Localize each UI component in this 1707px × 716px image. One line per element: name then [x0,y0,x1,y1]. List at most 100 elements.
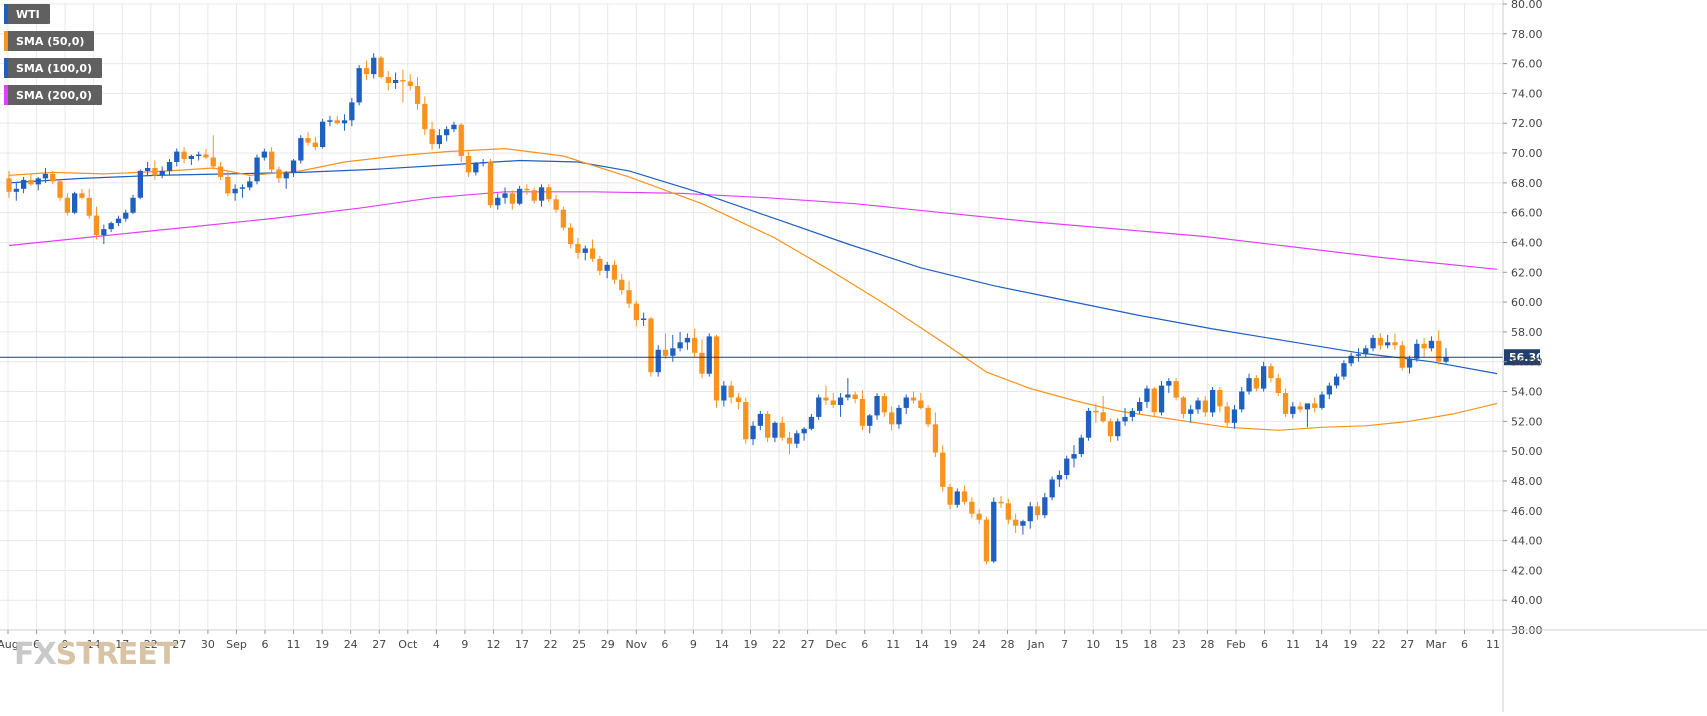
x-tick-label: Mar [1426,638,1447,651]
candle-body [969,501,975,514]
candle-up [21,176,27,194]
candle-body [750,425,756,440]
candle-body [1231,409,1238,423]
candle-up [1129,407,1135,422]
x-tick-label: 22 [1372,638,1386,651]
candle-up [1363,345,1369,358]
candle-up [954,488,960,508]
y-tick-label: 74.00 [1511,87,1543,100]
candles [6,53,1449,565]
y-tick-label: 78.00 [1511,28,1543,41]
candle-down [735,393,742,410]
legend-swatch-sma-200 [4,85,8,105]
candle-down [743,397,749,444]
candle-up [538,184,545,207]
candle-up [1064,455,1070,480]
candle-body [1282,393,1289,414]
candle-body [801,428,807,434]
candle-body [137,170,143,198]
candle-body [451,124,457,130]
candle-up [1078,434,1084,458]
sma-50-path [8,147,1498,431]
candle-body [1144,388,1150,402]
candle-body [845,394,851,398]
x-tick-label: 22 [772,638,786,651]
candle-body [823,397,829,401]
candle-down [1421,337,1427,358]
candle-body [42,173,49,179]
candle-body [1064,458,1070,475]
candle-body [918,400,924,408]
candle-body [444,129,450,136]
x-tick-label: Dec [826,638,847,651]
candle-down [1107,418,1114,443]
y-tick-label: 50.00 [1511,445,1543,458]
candle-body [947,486,953,505]
candle-down [1253,375,1259,392]
candle-body [247,181,253,188]
candle-body [429,129,435,145]
grid [0,3,1503,631]
candle-down [1151,387,1157,417]
candle-down [568,223,574,249]
x-tick-label: 12 [486,638,500,651]
candle-down [465,151,472,177]
candle-body [79,193,85,198]
candle-down [86,188,92,219]
y-tick-label: 76.00 [1511,58,1543,71]
candle-up [1239,387,1245,413]
candle-down [422,96,428,136]
candle-body [1093,410,1099,413]
candle-body [765,413,771,438]
candle-body [1137,402,1143,411]
candle-body [713,336,720,401]
legend-item-sma-50[interactable]: SMA (50,0) [4,31,95,51]
candle-body [1020,521,1026,526]
legend-item-sma-200[interactable]: SMA (200,0) [4,85,103,105]
candle-body [101,229,107,236]
candle-down [889,406,895,431]
price-tag-label: 56.30 [1509,351,1544,364]
candle-body [1122,416,1128,422]
legend-item-wti[interactable]: WTI [4,4,50,24]
candle-body [1414,343,1420,359]
candle-down [925,404,931,428]
y-tick-label: 54.00 [1511,386,1543,399]
candle-down [1392,333,1398,350]
candle-up [1056,470,1063,487]
candle-body [1370,337,1376,349]
sma-100-path [8,159,1498,375]
candle-down [589,239,596,262]
candle-up [137,169,143,200]
candle-body [130,197,136,213]
candle-body [1443,357,1449,362]
candle-up [188,154,194,165]
candle-body [349,102,355,121]
candle-body [786,437,793,444]
x-tick-label: 6 [861,638,868,651]
candle-body [217,166,224,177]
candle-up [42,167,49,183]
legend-item-sma-100[interactable]: SMA (100,0) [4,58,103,78]
candle-body [152,168,158,176]
candle-up [101,224,107,244]
candle-body [589,248,596,259]
candle-body [867,415,873,426]
candle-body [1239,391,1245,410]
candle-up [1137,397,1143,414]
x-tick-label: 15 [1115,638,1129,651]
candle-up [473,161,479,176]
candle-up [816,394,822,420]
candle-down [910,391,917,404]
candle-up [582,245,588,261]
x-tick-label: 14 [715,638,729,651]
y-tick-label: 72.00 [1511,117,1543,130]
candle-body [1042,497,1048,516]
candle-up [451,121,457,133]
candle-up [903,394,909,414]
x-tick-label: 30 [201,638,215,651]
candle-body [93,215,100,235]
candle-up [130,194,136,215]
